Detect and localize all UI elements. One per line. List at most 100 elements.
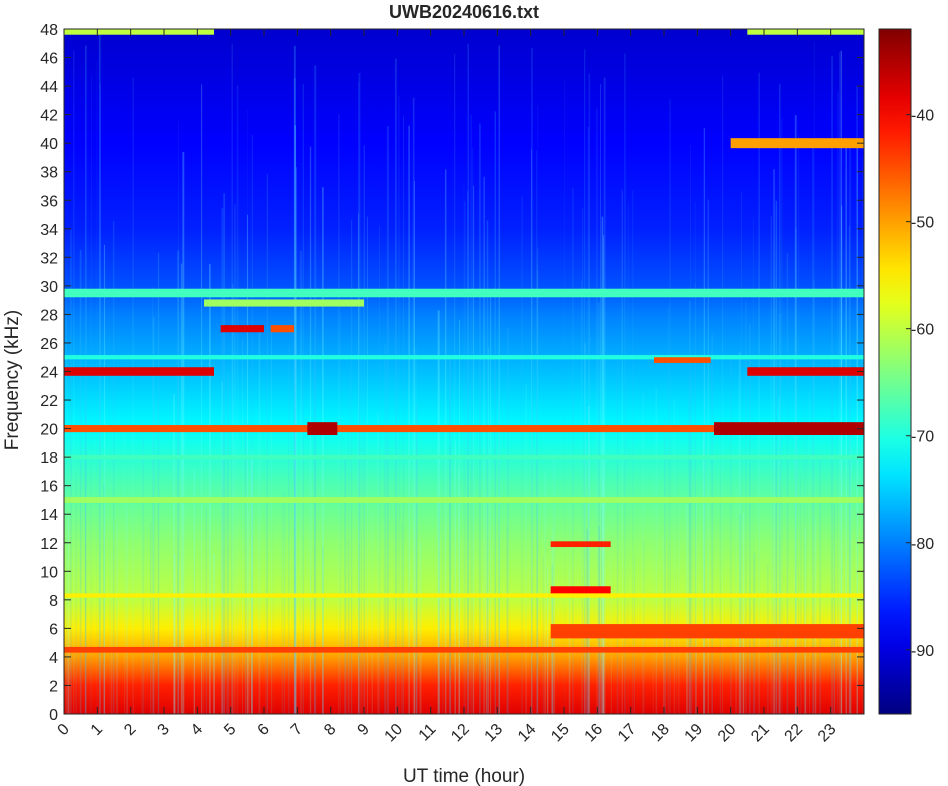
vertical-streak — [686, 504, 688, 714]
vertical-streak — [642, 392, 644, 714]
vertical-streak — [322, 546, 324, 714]
vertical-streak — [103, 483, 105, 714]
vertical-streak — [231, 362, 233, 714]
vertical-streak — [116, 525, 118, 714]
vertical-streak — [795, 228, 797, 714]
colorbar-gradient — [878, 28, 912, 715]
vertical-streak — [246, 214, 249, 714]
vertical-streak — [552, 526, 554, 714]
vertical-streak — [506, 525, 508, 714]
vertical-streak — [767, 564, 769, 714]
x-axis-label: UT time (hour) — [403, 766, 525, 786]
vertical-streak — [132, 77, 134, 714]
vertical-streak — [703, 128, 705, 714]
vertical-streak — [79, 250, 82, 714]
vertical-streak — [403, 115, 404, 714]
vertical-streak — [293, 77, 296, 714]
vertical-streak — [231, 43, 233, 714]
vertical-streak — [536, 150, 538, 714]
vertical-streak — [598, 526, 601, 714]
vertical-streak — [568, 495, 571, 714]
vertical-streak — [745, 301, 747, 714]
vertical-streak — [707, 468, 709, 714]
y-axis-ticks: 0246810121416182022242628303234363840424… — [40, 22, 864, 724]
y-tick-label: 22 — [40, 393, 58, 410]
vertical-streak — [73, 50, 75, 714]
y-tick-label: 46 — [40, 51, 58, 68]
colorbar-tick-label: -70 — [911, 429, 934, 446]
vertical-streak — [795, 423, 796, 714]
vertical-streak — [283, 492, 285, 714]
y-tick-label: 44 — [40, 79, 58, 96]
vertical-streak — [247, 510, 250, 714]
vertical-streak — [483, 176, 485, 714]
vertical-streak — [486, 220, 489, 714]
vertical-streak — [770, 215, 772, 714]
vertical-streak — [601, 506, 602, 714]
emission-band — [64, 288, 864, 298]
x-tick-label: 19 — [682, 721, 707, 746]
vertical-streak — [778, 84, 781, 714]
emission-band — [64, 355, 864, 360]
vertical-streak — [616, 354, 619, 714]
y-axis-label: Frequency (kHz) — [2, 310, 23, 450]
vertical-streak — [479, 123, 481, 714]
vertical-streak — [91, 74, 92, 714]
vertical-streak — [173, 393, 175, 714]
vertical-streak — [494, 111, 496, 714]
y-tick-label: 16 — [40, 479, 58, 496]
emission-bands — [64, 29, 864, 653]
y-tick-label: 38 — [40, 165, 58, 182]
vertical-streak — [831, 56, 833, 714]
vertical-streak — [676, 449, 677, 714]
y-tick-label: 12 — [40, 536, 58, 553]
vertical-streak — [180, 562, 183, 714]
vertical-streak — [126, 498, 128, 714]
vertical-streak — [815, 518, 817, 714]
vertical-streak — [377, 413, 379, 714]
y-tick-label: 42 — [40, 108, 58, 125]
vertical-streak — [242, 338, 243, 714]
vertical-streak — [537, 270, 539, 714]
vertical-streak — [236, 85, 239, 714]
y-tick-label: 2 — [49, 678, 58, 695]
vertical-streak — [632, 190, 634, 714]
vertical-streak — [536, 262, 538, 714]
vertical-streak — [141, 500, 143, 714]
vertical-streak — [621, 189, 623, 714]
x-tick-label: 9 — [355, 721, 373, 739]
emission-band — [64, 646, 864, 653]
x-tick-label: 18 — [648, 721, 673, 746]
vertical-streak — [177, 250, 180, 714]
emission-band — [714, 422, 864, 436]
y-tick-label: 40 — [40, 136, 58, 153]
x-tick-label: 1 — [88, 721, 106, 739]
vertical-streak — [547, 566, 549, 714]
vertical-streak — [704, 397, 706, 714]
vertical-streak — [498, 399, 500, 714]
y-tick-label: 34 — [40, 222, 58, 239]
vertical-streak — [794, 115, 797, 714]
vertical-streak — [485, 493, 487, 714]
x-tick-label: 2 — [121, 721, 139, 739]
emission-band — [64, 593, 864, 598]
vertical-streak — [251, 134, 253, 714]
vertical-streak — [588, 73, 591, 714]
vertical-streak — [223, 193, 226, 714]
vertical-streak — [722, 75, 724, 714]
x-tick-label: 11 — [416, 721, 440, 745]
colorbar-tick-label: -40 — [911, 108, 934, 125]
vertical-streak — [544, 470, 546, 714]
vertical-streak — [251, 457, 253, 714]
vertical-streak — [582, 208, 584, 714]
vertical-streak — [525, 383, 527, 714]
vertical-streak — [730, 357, 732, 714]
vertical-streak — [806, 416, 808, 714]
y-tick-label: 36 — [40, 193, 58, 210]
vertical-streak — [803, 401, 805, 714]
vertical-streak — [610, 513, 612, 714]
vertical-streak — [695, 499, 697, 714]
vertical-streak — [749, 325, 751, 714]
vertical-streak — [583, 49, 586, 714]
y-tick-label: 28 — [40, 307, 58, 324]
